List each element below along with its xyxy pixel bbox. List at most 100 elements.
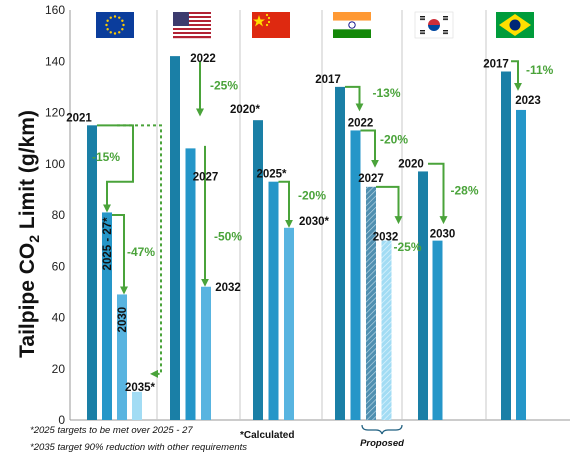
bar-us-1 [185,148,196,420]
korea-trigram [420,33,425,35]
bar-label: 2032 [215,282,241,294]
bar-brazil-1 [516,109,526,420]
bar-label: 2030 [117,307,129,333]
bar-south-korea-0 [418,171,428,420]
bar-eu-3 [132,391,142,420]
china-small-star [265,23,269,27]
y-tick-label: 40 [52,311,66,325]
bar-label: 2017 [315,74,341,86]
china-flag-icon [252,12,290,38]
us-stripe [173,12,211,15]
pct-us-25: -25% [210,78,238,92]
india-chakra [348,21,356,29]
arrow-brazil-2017-2023 [511,60,522,91]
india-white [333,20,371,30]
bar-label: 2032 [373,232,399,244]
korea-trigram [443,19,448,21]
eu-star [113,32,117,35]
brazil-flag-icon [496,12,534,38]
eu-star [122,23,125,27]
pct-india-13: -13% [373,86,401,100]
pct-eu-47: -47% [127,245,155,259]
korea-trigram [443,31,448,33]
korea-trigram [420,19,425,21]
bar-label: 2027 [358,173,384,185]
bar-us-0 [170,56,180,420]
arrow-china-2025-2030 [278,180,293,228]
bar-label: 2025 - 27* [102,217,114,271]
y-axis-label: Tailpipe CO2 Limit (g/km) [16,110,42,358]
india-green [333,29,371,38]
us-stripe [173,18,211,21]
china-small-star [267,16,271,20]
pct-korea-28: -28% [451,184,479,198]
eu-star [118,16,121,19]
china-small-star [267,20,271,24]
arrow-india-2022-2027 [360,129,379,168]
arrow-korea-2020-2030 [428,162,448,225]
pct-eu-15: -15% [92,150,120,164]
bar-eu-0 [87,125,97,420]
y-tick-label: 60 [52,259,66,273]
change-arrows: -15% -47% -25% -50% -20% -13% -20% -25% -28% -11% [92,60,554,378]
us-stripe [173,24,211,27]
bar-label: 2023 [515,95,541,107]
us-stripe [173,20,211,23]
us-stripe [173,16,211,19]
pct-brazil-11: -11% [526,63,554,77]
india-saffron [333,12,371,21]
korea-trigram [443,17,448,19]
bar-label: 2020* [230,104,261,116]
pct-china-20: -20% [298,189,326,203]
proposed-label: Proposed [360,438,404,449]
bar-india-0 [335,86,345,420]
eu-star [105,23,108,27]
india-flag-icon [333,12,371,38]
eu-star [106,28,109,31]
eu-star [106,19,109,22]
eu-flag-icon [96,12,134,38]
bar-label: 2027 [193,171,219,183]
bar-india-3 [381,240,392,420]
eu-star [109,31,112,34]
us-stripe [173,34,211,37]
korea-trigram [443,30,448,31]
us-stripe [173,30,211,33]
korea-trigram [420,17,425,19]
bar-label: 2025* [256,169,287,181]
group-separators [156,10,487,420]
y-tick-label: 120 [45,106,65,120]
eu-star [121,19,124,22]
arrow-eu-2021-2025 [97,124,134,213]
korea-trigram [443,16,448,17]
pct-us-50: -50% [214,230,242,244]
arrow-eu-2025-2030 [112,214,128,295]
us-stripe [173,28,211,31]
pct-india-20: -20% [380,132,408,146]
bar-eu-1 [102,212,112,420]
arrow-india-2017-2022 [345,85,364,112]
axes: 0 20 40 60 80 100 120 140 160 [45,3,570,427]
us-stripe [173,36,211,39]
korea-trigram [443,33,448,35]
flags [96,11,534,39]
bar-us-2 [201,286,211,420]
proposed-brace [361,424,403,435]
note-calculated: *Calculated [240,430,294,441]
korea-trigram [420,16,425,17]
china-small-star [265,13,269,17]
y-tick-label: 100 [45,157,65,171]
bar-label: 2030 [430,229,456,241]
us-canton [173,12,189,26]
korea-trigram [420,31,425,33]
bar-label: 2020 [398,158,424,170]
note-2035: *2035 target 90% reduction with other re… [30,442,247,453]
y-tick-label: 160 [45,3,65,17]
bar-label: 2035* [125,382,156,394]
brazil-globe [509,19,521,31]
eu-star [109,16,112,19]
note-2025: *2025 targets to be met over 2025 - 27 [30,425,193,436]
eu-star [121,28,124,31]
korea-taeguk-blue [428,25,440,31]
bar-eu-2 [117,294,127,420]
